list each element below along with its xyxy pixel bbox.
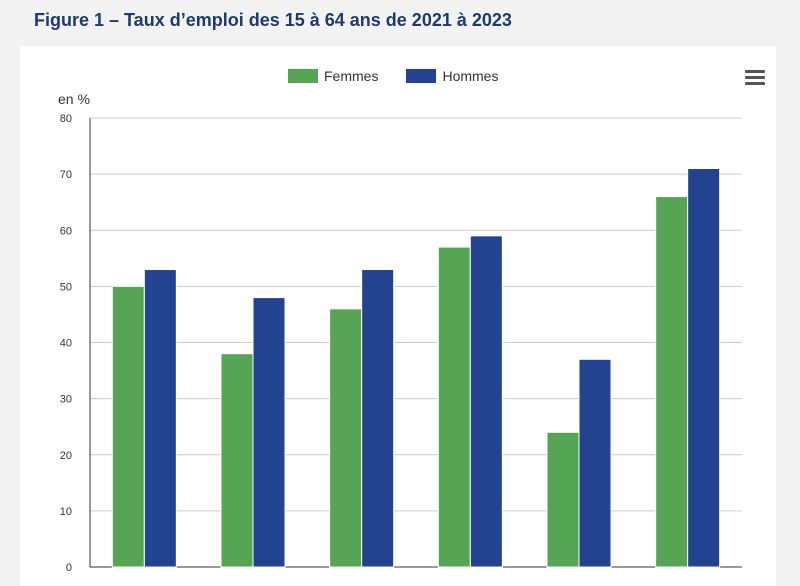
bar-femmes bbox=[111, 285, 145, 568]
bar-femmes bbox=[220, 353, 254, 568]
chart-panel: Femmes Hommes en % 0 10 20 30 40 50 60 70 80 bbox=[20, 46, 776, 586]
y-tick-label: 70 bbox=[60, 169, 72, 181]
bar-hommes bbox=[578, 358, 612, 568]
bar-hommes bbox=[469, 235, 503, 568]
y-tick-label: 10 bbox=[60, 506, 72, 518]
y-tick-label: 80 bbox=[60, 113, 72, 125]
bar-hommes bbox=[687, 168, 721, 568]
bar-hommes bbox=[252, 297, 286, 568]
bar-femmes bbox=[329, 308, 363, 568]
bar-femmes bbox=[546, 431, 580, 568]
chart-legend: Femmes Hommes bbox=[288, 68, 498, 84]
bar-hommes bbox=[143, 269, 177, 568]
legend-label-hommes: Hommes bbox=[442, 68, 499, 84]
y-tick-label: 50 bbox=[60, 281, 72, 293]
bar-chart: 0 10 20 30 40 50 60 70 80 bbox=[60, 113, 742, 574]
legend-item-femmes[interactable]: Femmes bbox=[288, 68, 378, 84]
y-tick-label: 40 bbox=[60, 338, 72, 350]
y-tick-label: 30 bbox=[60, 394, 72, 406]
legend-swatch-hommes bbox=[406, 69, 437, 83]
y-tick-label: 60 bbox=[60, 225, 72, 237]
y-tick-label: 20 bbox=[60, 450, 72, 462]
y-tick-label: 0 bbox=[66, 562, 72, 574]
legend-label-femmes: Femmes bbox=[324, 68, 379, 84]
legend-swatch-femmes bbox=[288, 69, 318, 83]
bar-femmes bbox=[655, 196, 689, 568]
y-axis-unit-label: en % bbox=[58, 91, 90, 107]
hamburger-menu-icon[interactable] bbox=[745, 70, 765, 86]
bar-femmes bbox=[437, 246, 471, 568]
figure-title: Figure 1 – Taux d’emploi des 15 à 64 ans… bbox=[34, 10, 512, 30]
legend-item-hommes[interactable]: Hommes bbox=[406, 68, 498, 84]
bar-hommes bbox=[361, 269, 395, 568]
